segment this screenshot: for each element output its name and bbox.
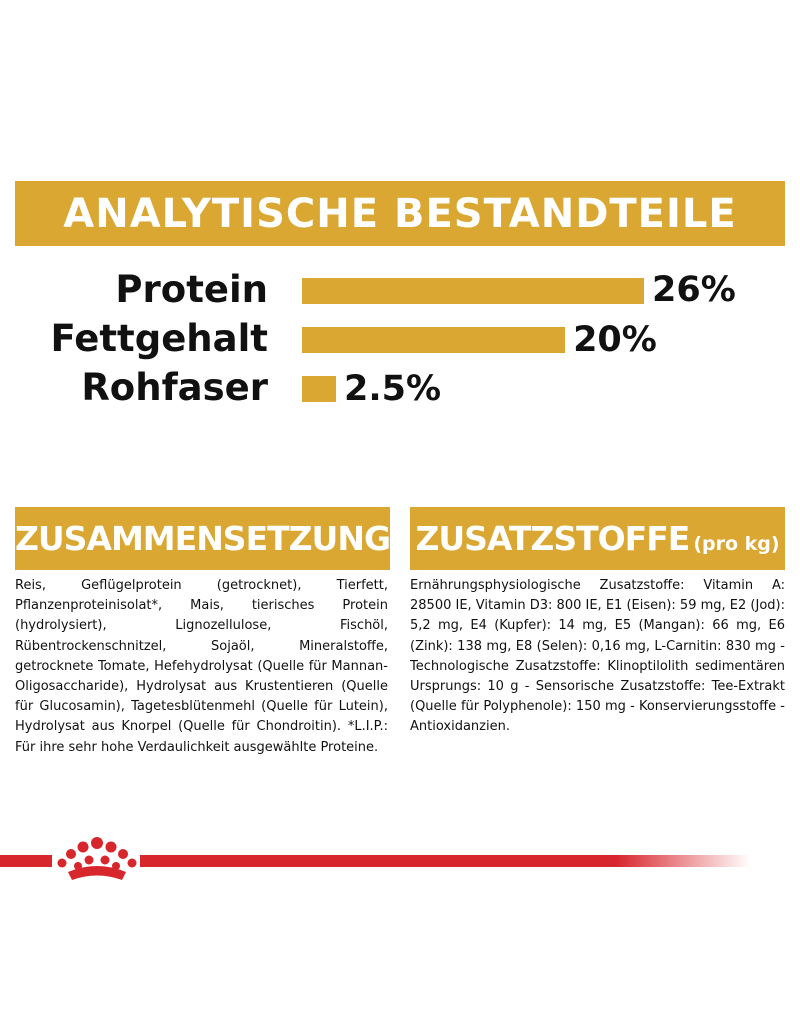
additives-text: Ernährungsphysiologische Zusatzstoffe: V…: [410, 578, 785, 735]
nutrient-label-fiber: Rohfaser: [81, 366, 268, 409]
nutrient-bar-protein: [302, 278, 644, 304]
footer-line-left: [0, 855, 52, 867]
nutrient-label-fat: Fettgehalt: [50, 317, 268, 360]
nutrient-value-fiber: 2.5%: [344, 369, 442, 409]
analysis-banner: ANALYTISCHE BESTANDTEILE: [15, 181, 785, 246]
additives-header: ZUSATZSTOFFE (pro kg): [410, 507, 785, 570]
analysis-title: ANALYTISCHE BESTANDTEILE: [63, 190, 737, 237]
nutrient-bar-fat: [302, 327, 566, 353]
nutrient-bar-fiber: [302, 376, 336, 402]
nutrient-label-protein: Protein: [115, 268, 268, 311]
royal-canin-crown-icon: [57, 837, 137, 880]
footer-line-right: [140, 855, 750, 867]
additives-title-suffix: (pro kg): [693, 533, 780, 555]
nutrient-value-fat: 20%: [573, 320, 657, 360]
additives-title-main: ZUSATZSTOFFE: [415, 519, 690, 558]
nutrient-value-protein: 26%: [652, 270, 736, 310]
composition-title: ZUSAMMENSETZUNG: [14, 519, 391, 558]
composition-text: Reis, Geflügelprotein (getrocknet), Tier…: [15, 578, 388, 755]
additives-title: ZUSATZSTOFFE (pro kg): [415, 519, 779, 558]
composition-header: ZUSAMMENSETZUNG: [14, 507, 391, 570]
